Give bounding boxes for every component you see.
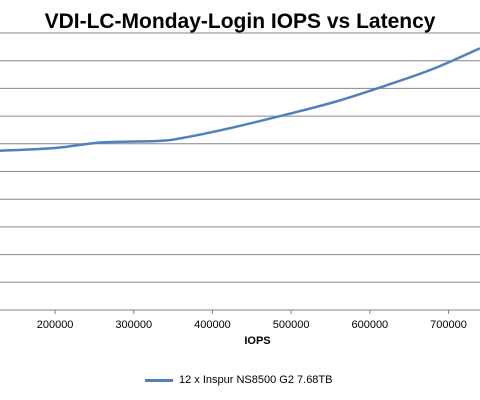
x-tick-label: 200000: [37, 319, 74, 331]
legend-swatch: [145, 378, 173, 382]
x-tick-label: 600000: [351, 319, 388, 331]
x-axis-title: IOPS: [244, 335, 271, 347]
x-tick-label: 500000: [273, 319, 310, 331]
x-tick-label: 300000: [115, 319, 152, 331]
chart-title: VDI-LC-Monday-Login IOPS vs Latency: [44, 10, 436, 33]
legend: 12 x Inspur NS8500 G2 7.68TB: [145, 374, 332, 386]
legend-label: 12 x Inspur NS8500 G2 7.68TB: [179, 374, 333, 386]
x-tick-label: 700000: [430, 319, 467, 331]
series-line: [0, 47, 480, 152]
x-tick-label: 400000: [194, 319, 231, 331]
